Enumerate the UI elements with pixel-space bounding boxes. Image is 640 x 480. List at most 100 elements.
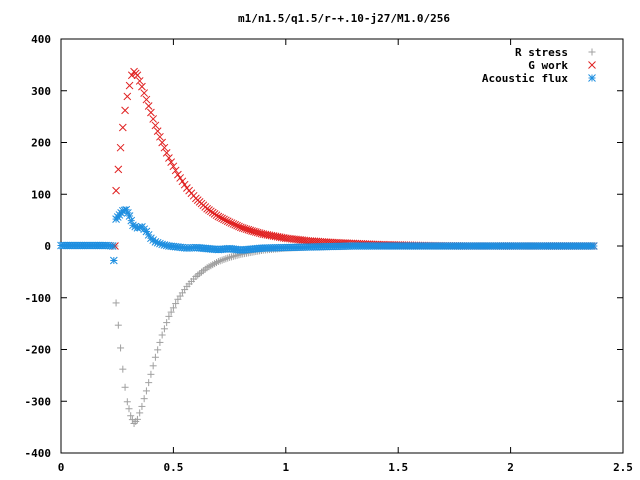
data-point <box>119 365 127 373</box>
data-point <box>142 95 151 104</box>
data-point <box>123 398 131 406</box>
data-point <box>138 402 146 410</box>
data-point <box>227 253 235 261</box>
data-point <box>133 415 141 423</box>
data-point <box>127 412 135 420</box>
legend-label: R stress <box>515 46 568 59</box>
legend-marker <box>588 74 596 82</box>
data-point <box>171 166 180 175</box>
data-point <box>229 220 238 228</box>
data-point <box>145 379 153 387</box>
data-point <box>121 106 129 115</box>
data-marks <box>57 67 598 428</box>
data-point <box>162 148 171 157</box>
data-point <box>151 353 159 361</box>
y-tick-label: 0 <box>44 240 51 253</box>
data-point <box>174 170 182 179</box>
legend-label: G work <box>528 59 568 72</box>
data-point <box>114 165 123 174</box>
data-point <box>160 143 169 152</box>
x-tick-label: 0.5 <box>163 461 183 474</box>
data-point <box>169 304 177 312</box>
data-point <box>158 138 167 147</box>
series-acoustic-flux <box>57 205 598 265</box>
data-point <box>169 162 178 171</box>
data-point <box>109 256 118 265</box>
axes: 0 0.5 1 1.5 2 2.5 -400 -300 -200 -100 0 100 200 300 40… <box>25 33 633 474</box>
data-point <box>172 300 180 308</box>
x-tick-label: 1 <box>282 461 289 474</box>
data-point <box>218 214 226 223</box>
y-tick-label: 300 <box>31 85 51 98</box>
data-point <box>117 344 125 352</box>
chart-title: m1/n1.5/q1.5/r-+.10-j27/M1.0/256 <box>238 12 450 25</box>
data-point <box>156 132 164 141</box>
data-point <box>123 92 132 101</box>
x-tick-label: 1.5 <box>388 461 408 474</box>
data-point <box>147 370 155 378</box>
data-point <box>108 242 117 250</box>
data-point <box>149 362 157 370</box>
data-point <box>229 252 237 260</box>
data-point <box>589 242 598 250</box>
data-point <box>127 71 136 80</box>
legend-item: G work <box>528 59 596 72</box>
data-point <box>118 123 127 132</box>
data-point <box>154 346 162 354</box>
data-point <box>136 409 144 417</box>
legend-marker <box>588 48 596 56</box>
data-point <box>225 218 234 227</box>
data-point <box>121 383 129 391</box>
data-point <box>125 405 133 413</box>
data-point <box>149 115 158 123</box>
data-point <box>114 321 122 329</box>
data-point <box>160 325 168 333</box>
data-point <box>180 180 189 189</box>
y-tick-label: -300 <box>25 395 52 408</box>
x-tick-label: 2 <box>507 461 514 474</box>
data-point <box>167 158 176 167</box>
legend-label: Acoustic flux <box>482 72 568 85</box>
data-point <box>138 82 146 91</box>
data-point <box>142 387 150 395</box>
y-tick-label: 100 <box>31 188 51 201</box>
data-point <box>156 338 164 346</box>
data-point <box>233 221 241 230</box>
data-point <box>167 308 175 316</box>
series-r-stress <box>111 242 598 428</box>
data-point <box>144 102 153 110</box>
data-point <box>151 121 160 130</box>
data-point <box>147 108 155 117</box>
data-point <box>178 177 187 186</box>
data-point <box>220 215 228 224</box>
data-point <box>133 71 142 80</box>
data-point <box>112 299 120 307</box>
x-tick-label: 0 <box>58 461 65 474</box>
data-point <box>216 213 225 222</box>
data-point <box>158 331 166 339</box>
data-point <box>153 127 162 135</box>
legend-marker <box>588 61 596 69</box>
data-point <box>214 212 223 221</box>
data-point <box>163 319 171 327</box>
data-point <box>231 220 240 229</box>
data-point <box>165 312 173 320</box>
y-tick-label: -100 <box>25 292 52 305</box>
data-point <box>165 154 173 162</box>
y-tick-label: 400 <box>31 33 51 46</box>
legend-item: R stress <box>515 46 596 59</box>
y-tick-label: -200 <box>25 344 52 357</box>
y-tick-label: 200 <box>31 137 51 150</box>
data-point <box>135 77 144 85</box>
series-g-work <box>111 67 598 250</box>
data-point <box>140 395 148 403</box>
legend-item: Acoustic flux <box>482 72 596 85</box>
data-point <box>112 186 120 195</box>
data-point <box>116 143 125 152</box>
data-point <box>223 217 232 226</box>
data-point <box>125 81 134 90</box>
data-point <box>140 89 149 97</box>
data-point <box>227 219 236 227</box>
